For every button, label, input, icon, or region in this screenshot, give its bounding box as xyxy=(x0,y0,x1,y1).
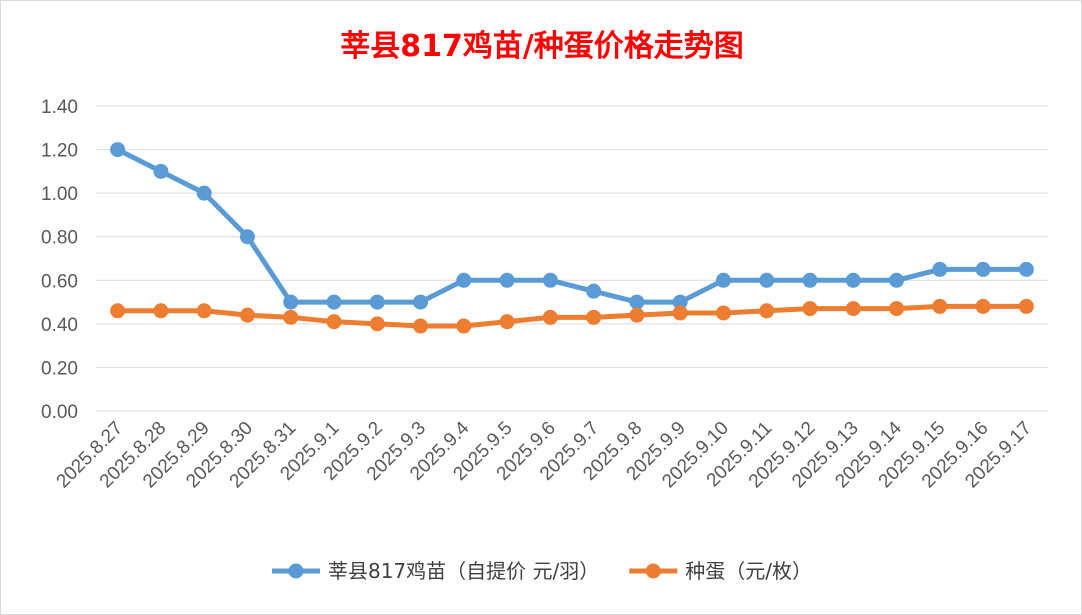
series-layer xyxy=(110,142,1034,334)
data-point xyxy=(326,314,342,330)
series-line xyxy=(115,147,1029,305)
data-point xyxy=(283,309,299,325)
legend-label: 种蛋（元/枚） xyxy=(685,559,812,583)
data-point xyxy=(932,298,948,314)
series-0 xyxy=(110,142,1034,310)
y-tick-label: 0.20 xyxy=(41,358,78,379)
x-axis-ticks: 2025.8.272025.8.282025.8.292025.8.302025… xyxy=(53,417,1036,492)
data-point xyxy=(715,305,731,321)
chart-title: 莘县817鸡苗/种蛋价格走势图 xyxy=(340,29,744,64)
legend-label: 莘县817鸡苗（自提价 元/羽） xyxy=(328,559,599,583)
data-point xyxy=(672,305,688,321)
data-point xyxy=(110,303,126,319)
series-1 xyxy=(110,298,1034,334)
data-point xyxy=(845,301,861,317)
y-axis-ticks: 0.00 0.20 0.40 0.60 0.80 1.00 1.20 1.40 xyxy=(41,97,78,423)
data-point xyxy=(153,163,169,179)
data-point xyxy=(845,272,861,288)
data-point xyxy=(239,307,255,323)
legend-swatch-marker xyxy=(288,563,304,579)
data-point xyxy=(715,272,731,288)
data-point xyxy=(499,272,515,288)
data-point xyxy=(369,316,385,332)
data-point xyxy=(802,301,818,317)
series-line xyxy=(115,303,1029,329)
y-tick-label: 1.20 xyxy=(41,141,78,162)
y-tick-label: 1.40 xyxy=(41,97,78,118)
data-point xyxy=(153,303,169,319)
data-point xyxy=(889,272,905,288)
y-tick-label: 0.40 xyxy=(41,315,78,336)
data-point xyxy=(196,185,212,201)
data-point xyxy=(932,261,948,277)
data-point xyxy=(586,283,602,299)
legend: 莘县817鸡苗（自提价 元/羽） 种蛋（元/枚） xyxy=(271,559,812,583)
data-point xyxy=(110,142,126,158)
data-point xyxy=(802,272,818,288)
data-point xyxy=(326,294,342,310)
legend-item: 莘县817鸡苗（自提价 元/羽） xyxy=(271,559,599,583)
data-point xyxy=(975,261,991,277)
data-point xyxy=(889,301,905,317)
data-point xyxy=(239,229,255,245)
y-tick-label: 0.80 xyxy=(41,228,78,249)
data-point xyxy=(283,294,299,310)
data-point xyxy=(975,298,991,314)
data-point xyxy=(456,272,472,288)
data-point xyxy=(413,318,429,334)
data-point xyxy=(369,294,385,310)
data-point xyxy=(629,294,645,310)
data-point xyxy=(196,303,212,319)
data-point xyxy=(1018,261,1034,277)
data-point xyxy=(672,294,688,310)
data-point xyxy=(456,318,472,334)
data-point xyxy=(1018,298,1034,314)
gridlines xyxy=(96,105,1048,412)
data-point xyxy=(759,272,775,288)
legend-item: 种蛋（元/枚） xyxy=(629,559,812,583)
data-point xyxy=(759,303,775,319)
data-point xyxy=(629,307,645,323)
legend-swatch-marker xyxy=(645,563,661,579)
data-point xyxy=(499,314,515,330)
data-point xyxy=(542,309,558,325)
data-point xyxy=(542,272,558,288)
y-tick-label: 1.00 xyxy=(41,184,78,205)
data-point xyxy=(413,294,429,310)
y-tick-label: 0.00 xyxy=(41,402,78,423)
data-point xyxy=(586,309,602,325)
y-tick-label: 0.60 xyxy=(41,271,78,292)
